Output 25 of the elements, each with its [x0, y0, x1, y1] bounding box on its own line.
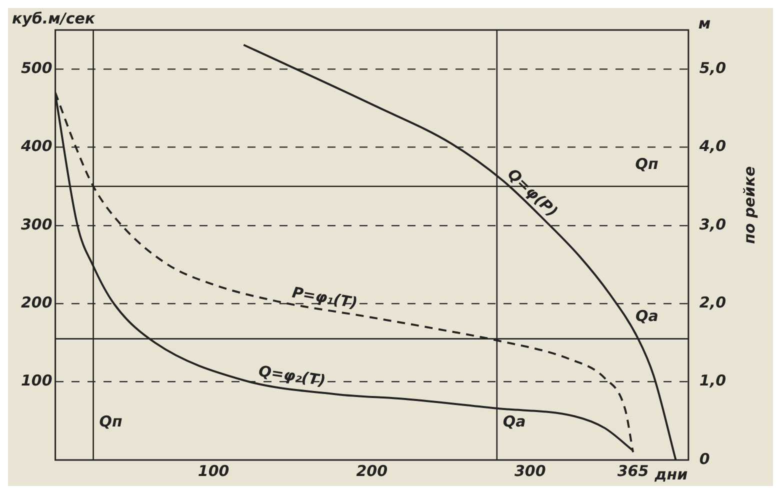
y2-tick-label: 5,0 — [699, 58, 726, 77]
y-tick-label: 500 — [21, 58, 52, 77]
ref-line-label: Qa — [502, 412, 526, 430]
y2-axis-title: по рейке — [740, 166, 758, 244]
y-tick-label: 400 — [20, 137, 52, 156]
text: Q=φ₂(T) — [257, 362, 327, 390]
y-tick-label: 300 — [21, 215, 52, 234]
y2-tick-label: 4,0 — [698, 137, 726, 156]
y-axis-title: куб.м/сек — [12, 9, 96, 28]
y2-tick-label: 1,0 — [699, 372, 726, 390]
y2-tick-label: 0 — [699, 450, 710, 468]
text: P=φ₁(T) — [290, 283, 359, 312]
x-tick-label: 200 — [356, 462, 388, 480]
x-tick-label: 100 — [198, 462, 230, 480]
ref-line-label: Qп — [635, 154, 658, 173]
text: м — [698, 14, 711, 32]
y2-tick-label: 3,0 — [699, 215, 726, 234]
ref-line-label: Qп — [99, 412, 122, 430]
x-tick-label: 365 — [617, 462, 649, 480]
y-tick-label: 200 — [21, 294, 52, 312]
y2-tick-label: 2,0 — [699, 294, 726, 312]
y-tick-label: 100 — [21, 372, 52, 390]
x-axis-title: дни — [654, 465, 688, 484]
ref-line-label: Qa — [636, 307, 658, 326]
x-tick-label: 300 — [514, 462, 546, 480]
